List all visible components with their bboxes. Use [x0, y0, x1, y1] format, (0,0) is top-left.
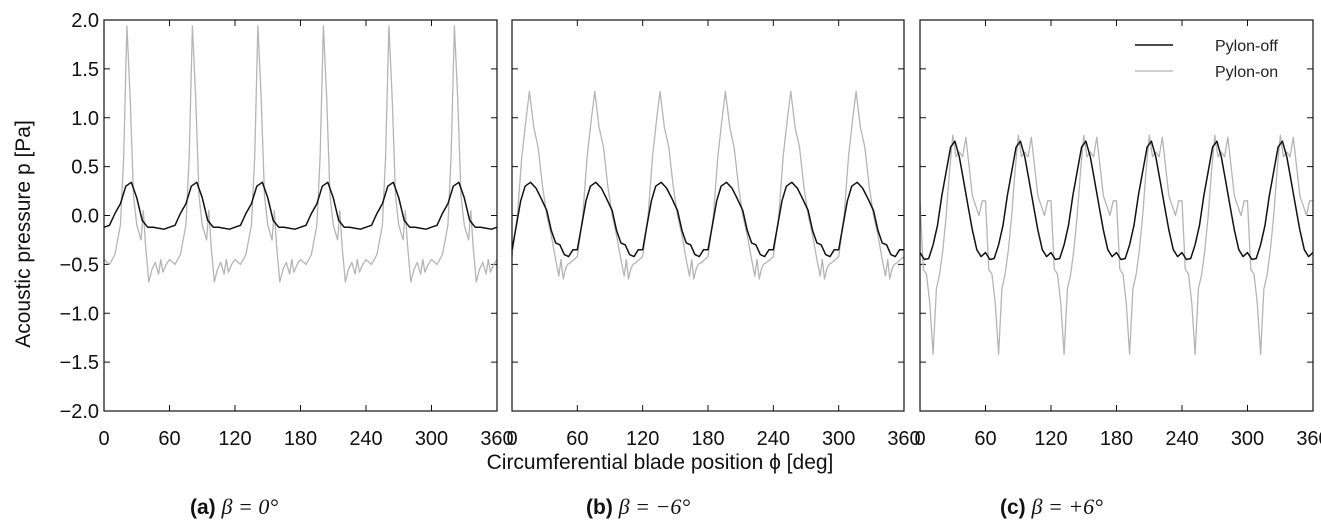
x-axis-label: Circumferential blade position ϕ [deg] [487, 451, 834, 474]
caption-b: (b) β = −6° [586, 494, 690, 520]
y-tick-label: −1.0 [60, 303, 99, 325]
x-tick-label-b: 360 [887, 428, 920, 450]
caption-a-tag: (a) [190, 496, 216, 519]
y-tick-label: −2.0 [60, 401, 99, 423]
caption-a-text: β = 0° [221, 494, 279, 519]
series-line-pylon-off-a [103, 181, 498, 230]
panel-c: 0 60 120 180 240 300 360 Pylon-off Pylon-on [914, 19, 1321, 450]
caption-c-tag: (c) [1000, 496, 1026, 519]
x-tick-label-c: 360 [1296, 428, 1321, 450]
series-line-pylon-on-b [511, 90, 905, 280]
caption-c: (c) β = +6° [1000, 494, 1103, 520]
y-axis-label: Acoustic pressure p [Pa] [12, 120, 35, 348]
y-tick-label: 1.5 [71, 59, 99, 81]
y-tick-label: 0.5 [71, 157, 99, 179]
legend: Pylon-off Pylon-on [1135, 38, 1278, 81]
plot-frame-b [511, 19, 905, 412]
y-tick-label: 0.0 [71, 206, 99, 228]
plot-frame-c [919, 19, 1314, 412]
caption-a: (a) β = 0° [190, 494, 278, 520]
x-tick-label-a: 60 [158, 428, 180, 450]
x-tick-label-a: 360 [480, 428, 513, 450]
caption-b-tag: (b) [586, 496, 613, 519]
chart-panels: 0 60 120 180 240 300 360 −2.0 −1.5 −1.0 −0.5 0.0 0.5… [60, 10, 1321, 450]
plot-frame-a [103, 19, 498, 412]
x-tick-label-b: 0 [506, 428, 517, 450]
x-tick-label-c: 60 [974, 428, 996, 450]
legend-label-pylon-off: Pylon-off [1215, 38, 1278, 55]
x-tick-label-a: 180 [284, 428, 317, 450]
x-tick-label-c: 300 [1231, 428, 1264, 450]
x-tick-label-a: 240 [349, 428, 382, 450]
y-tick-label: 1.0 [71, 108, 99, 130]
caption-b-text: β = −6° [618, 494, 691, 519]
series-line-pylon-on-c [919, 134, 1313, 355]
x-tick-label-b: 300 [822, 428, 855, 450]
x-tick-label-c: 180 [1100, 428, 1133, 450]
x-tick-label-c: 240 [1165, 428, 1198, 450]
y-tick-label: −0.5 [60, 254, 99, 276]
legend-label-pylon-on: Pylon-on [1215, 64, 1278, 81]
panel-a: 0 60 120 180 240 300 360 −2.0 −1.5 −1.0 −0.5 0.0 0.5… [60, 10, 514, 450]
series-line-pylon-off-c [919, 140, 1314, 261]
x-tick-label-a: 120 [218, 428, 251, 450]
caption-c-text: β = +6° [1031, 494, 1103, 519]
y-tick-label: 2.0 [71, 10, 99, 32]
x-tick-label-b: 120 [626, 428, 659, 450]
series-line-pylon-off-b [511, 181, 904, 258]
x-tick-label-b: 180 [691, 428, 724, 450]
x-tick-label-a: 0 [98, 428, 109, 450]
y-tick-label: −1.5 [60, 352, 99, 374]
x-tick-label-c: 120 [1034, 428, 1067, 450]
x-tick-label-c: 0 [914, 428, 925, 450]
series-line-pylon-on-a [103, 25, 498, 283]
x-tick-label-b: 240 [757, 428, 790, 450]
x-tick-label-b: 60 [566, 428, 588, 450]
panel-b: 0 60 120 180 240 300 360 [506, 19, 921, 450]
x-tick-label-a: 300 [415, 428, 448, 450]
